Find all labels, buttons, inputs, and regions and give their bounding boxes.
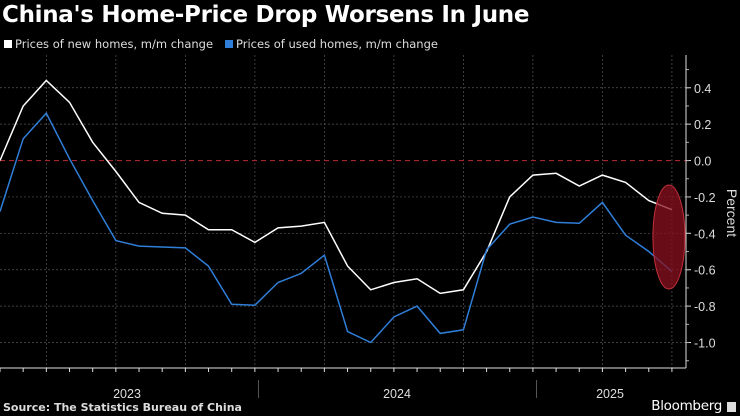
highlight-ellipse: [652, 184, 686, 290]
series-line-used-homes: [0, 111, 673, 344]
x-tick-label: 2023: [113, 387, 141, 401]
legend-swatch-white: [4, 40, 12, 48]
y-tick-label: 0.4: [694, 82, 711, 96]
legend-swatch-blue: [225, 40, 234, 48]
y-tick-label: -0.8: [694, 300, 716, 314]
source-note: Source: The Statistics Bureau of China: [3, 401, 242, 414]
x-tick-label: 2024: [383, 387, 411, 401]
series-line-new-homes: [0, 79, 673, 295]
y-tick-label: -0.2: [694, 191, 716, 205]
legend-item-new-homes: Prices of new homes, m/m change: [4, 37, 213, 51]
y-tick-label: -0.6: [694, 264, 716, 278]
y-axis-label: Percent: [724, 189, 740, 237]
y-tick-label: 0.0: [694, 155, 711, 169]
legend-label: Prices of used homes, m/m change: [236, 37, 438, 51]
legend-item-used-homes: Prices of used homes, m/m change: [225, 37, 438, 51]
y-tick-label: -0.4: [694, 227, 716, 241]
bloomberg-terminal-icon: [727, 402, 736, 412]
legend: Prices of new homes, m/m change Prices o…: [4, 37, 438, 51]
y-tick-label: 0.2: [694, 118, 711, 132]
chart-title: China's Home-Price Drop Worsens In June: [2, 2, 530, 28]
x-tick-label: 2025: [596, 387, 624, 401]
bloomberg-logo: Bloomberg: [651, 398, 722, 414]
legend-label: Prices of new homes, m/m change: [15, 37, 214, 51]
y-tick-label: -1.0: [694, 337, 716, 351]
